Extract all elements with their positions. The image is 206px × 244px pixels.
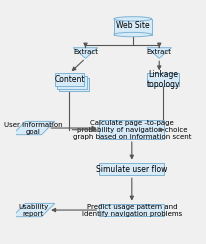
Polygon shape bbox=[12, 203, 55, 217]
Text: Calculate page -to-page
probability of navigation choice
graph based on informat: Calculate page -to-page probability of n… bbox=[73, 120, 191, 140]
Polygon shape bbox=[147, 48, 172, 58]
Polygon shape bbox=[12, 122, 55, 135]
Text: Extract: Extract bbox=[147, 49, 172, 55]
Ellipse shape bbox=[114, 17, 152, 21]
FancyBboxPatch shape bbox=[55, 73, 84, 86]
Text: Content: Content bbox=[54, 75, 85, 84]
FancyBboxPatch shape bbox=[147, 73, 179, 86]
Text: Web Site: Web Site bbox=[116, 21, 150, 30]
FancyBboxPatch shape bbox=[60, 78, 89, 91]
FancyBboxPatch shape bbox=[57, 76, 87, 89]
Bar bbox=[114, 19, 152, 35]
FancyBboxPatch shape bbox=[99, 120, 164, 139]
Text: Usability
report: Usability report bbox=[18, 203, 49, 216]
Text: Simulate user flow: Simulate user flow bbox=[96, 164, 167, 173]
Text: Predict usage pattern and
identify navigation problems: Predict usage pattern and identify navig… bbox=[82, 203, 182, 216]
FancyBboxPatch shape bbox=[99, 204, 164, 216]
Text: Linkage
topology: Linkage topology bbox=[146, 70, 180, 90]
Ellipse shape bbox=[114, 32, 152, 37]
Text: User information
goal: User information goal bbox=[4, 122, 63, 134]
FancyBboxPatch shape bbox=[99, 163, 164, 175]
Text: Extract: Extract bbox=[73, 49, 98, 55]
Polygon shape bbox=[73, 48, 98, 58]
